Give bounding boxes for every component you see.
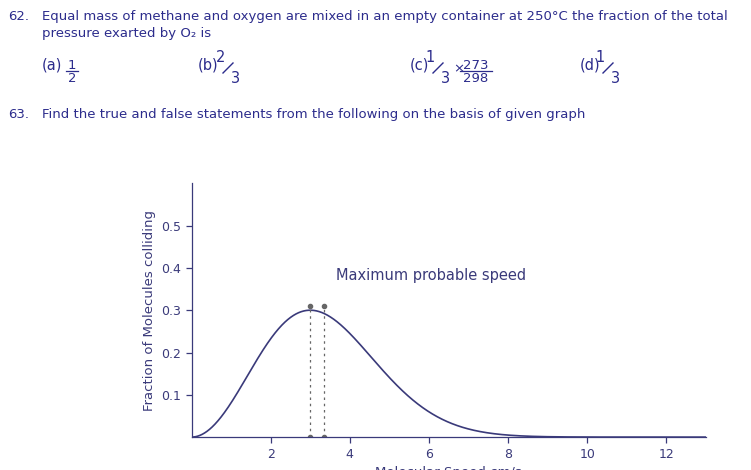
- Text: Equal mass of methane and oxygen are mixed in an empty container at 250°C the fr: Equal mass of methane and oxygen are mix…: [42, 10, 728, 23]
- Text: 1: 1: [68, 59, 77, 72]
- Text: 3: 3: [231, 71, 240, 86]
- Text: 3: 3: [611, 71, 620, 86]
- Text: Find the true and false statements from the following on the basis of given grap: Find the true and false statements from …: [42, 108, 585, 121]
- Text: ×: ×: [453, 62, 464, 75]
- Text: 2: 2: [216, 50, 225, 65]
- Text: (b): (b): [198, 58, 219, 73]
- Y-axis label: Fraction of Molecules colliding: Fraction of Molecules colliding: [143, 210, 155, 411]
- Text: 298: 298: [463, 72, 489, 85]
- Text: (a): (a): [42, 58, 62, 73]
- X-axis label: Molecular Speed cm/s: Molecular Speed cm/s: [376, 466, 522, 470]
- Text: Maximum probable speed: Maximum probable speed: [336, 268, 526, 283]
- Text: pressure exarted by O₂ is: pressure exarted by O₂ is: [42, 27, 211, 40]
- Text: 1: 1: [426, 50, 435, 65]
- Text: (c): (c): [410, 58, 430, 73]
- Text: 63.: 63.: [8, 108, 29, 121]
- Text: (d): (d): [580, 58, 601, 73]
- Text: 2: 2: [68, 72, 77, 85]
- Text: 3: 3: [441, 71, 450, 86]
- Text: 62.: 62.: [8, 10, 29, 23]
- Text: 273: 273: [463, 59, 489, 72]
- Text: 1: 1: [596, 50, 605, 65]
